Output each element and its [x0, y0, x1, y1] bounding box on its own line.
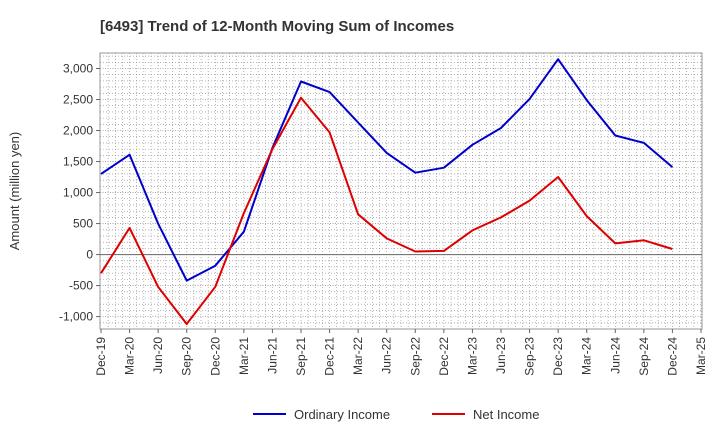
x-tick-label: Mar-24: [580, 337, 594, 375]
y-tick-labels: -1,000 -500 0 500 1,000 1,500 2,000 2,500 3,000: [59, 62, 100, 324]
x-tick-label: Dec-22: [437, 337, 451, 376]
y-tick-label: 2,500: [63, 93, 93, 107]
x-tick-label: Mar-23: [465, 337, 479, 375]
y-tick-label: -1,000: [59, 310, 93, 324]
x-tick-label: Jun-24: [608, 337, 622, 374]
x-tick-label: Jun-23: [494, 337, 508, 374]
y-tick-label: -500: [69, 279, 93, 293]
x-tick-label: Jun-20: [151, 337, 165, 374]
x-tick-label: Mar-22: [351, 337, 365, 375]
x-tick-label: Jun-22: [380, 337, 394, 374]
series-line-ordinary-income: [100, 58, 674, 282]
legend: Ordinary Income Net Income: [253, 407, 539, 422]
series-line-net-income: [100, 96, 673, 325]
x-tick-label: Sep-20: [180, 337, 194, 376]
x-tick-label: Sep-22: [408, 337, 422, 376]
y-tick-label: 1,000: [63, 186, 93, 200]
chart-title: [6493] Trend of 12-Month Moving Sum of I…: [100, 18, 454, 35]
x-tick-label: Mar-21: [237, 337, 251, 375]
series-lines: [100, 58, 674, 325]
y-tick-label: 2,000: [63, 124, 93, 138]
x-tick-label: Sep-21: [294, 337, 308, 376]
x-tick-label: Dec-23: [551, 337, 565, 376]
y-tick-label: 1,500: [63, 155, 93, 169]
x-tick-label: Sep-23: [523, 337, 537, 376]
x-tick-labels: Dec-19 Mar-20 Jun-20 Sep-20 Dec-20 Mar-21 Jun-…: [94, 329, 708, 376]
gridlines: [100, 53, 702, 330]
x-tick-label: Jun-21: [265, 337, 279, 374]
x-tick-label: Dec-24: [665, 337, 679, 376]
x-tick-label: Mar-20: [123, 337, 137, 375]
y-axis-label: Amount (million yen): [7, 132, 22, 251]
y-tick-label: 0: [86, 248, 93, 262]
x-tick-label: Sep-24: [637, 337, 651, 376]
x-tick-label: Dec-19: [94, 337, 108, 376]
x-tick-label: Mar-25: [694, 337, 708, 375]
x-tick-label: Dec-20: [208, 337, 222, 376]
x-tick-label: Dec-21: [323, 337, 337, 376]
y-tick-label: 3,000: [63, 62, 93, 76]
legend-label: Net Income: [473, 407, 539, 422]
legend-label: Ordinary Income: [294, 407, 390, 422]
y-tick-label: 500: [73, 217, 93, 231]
